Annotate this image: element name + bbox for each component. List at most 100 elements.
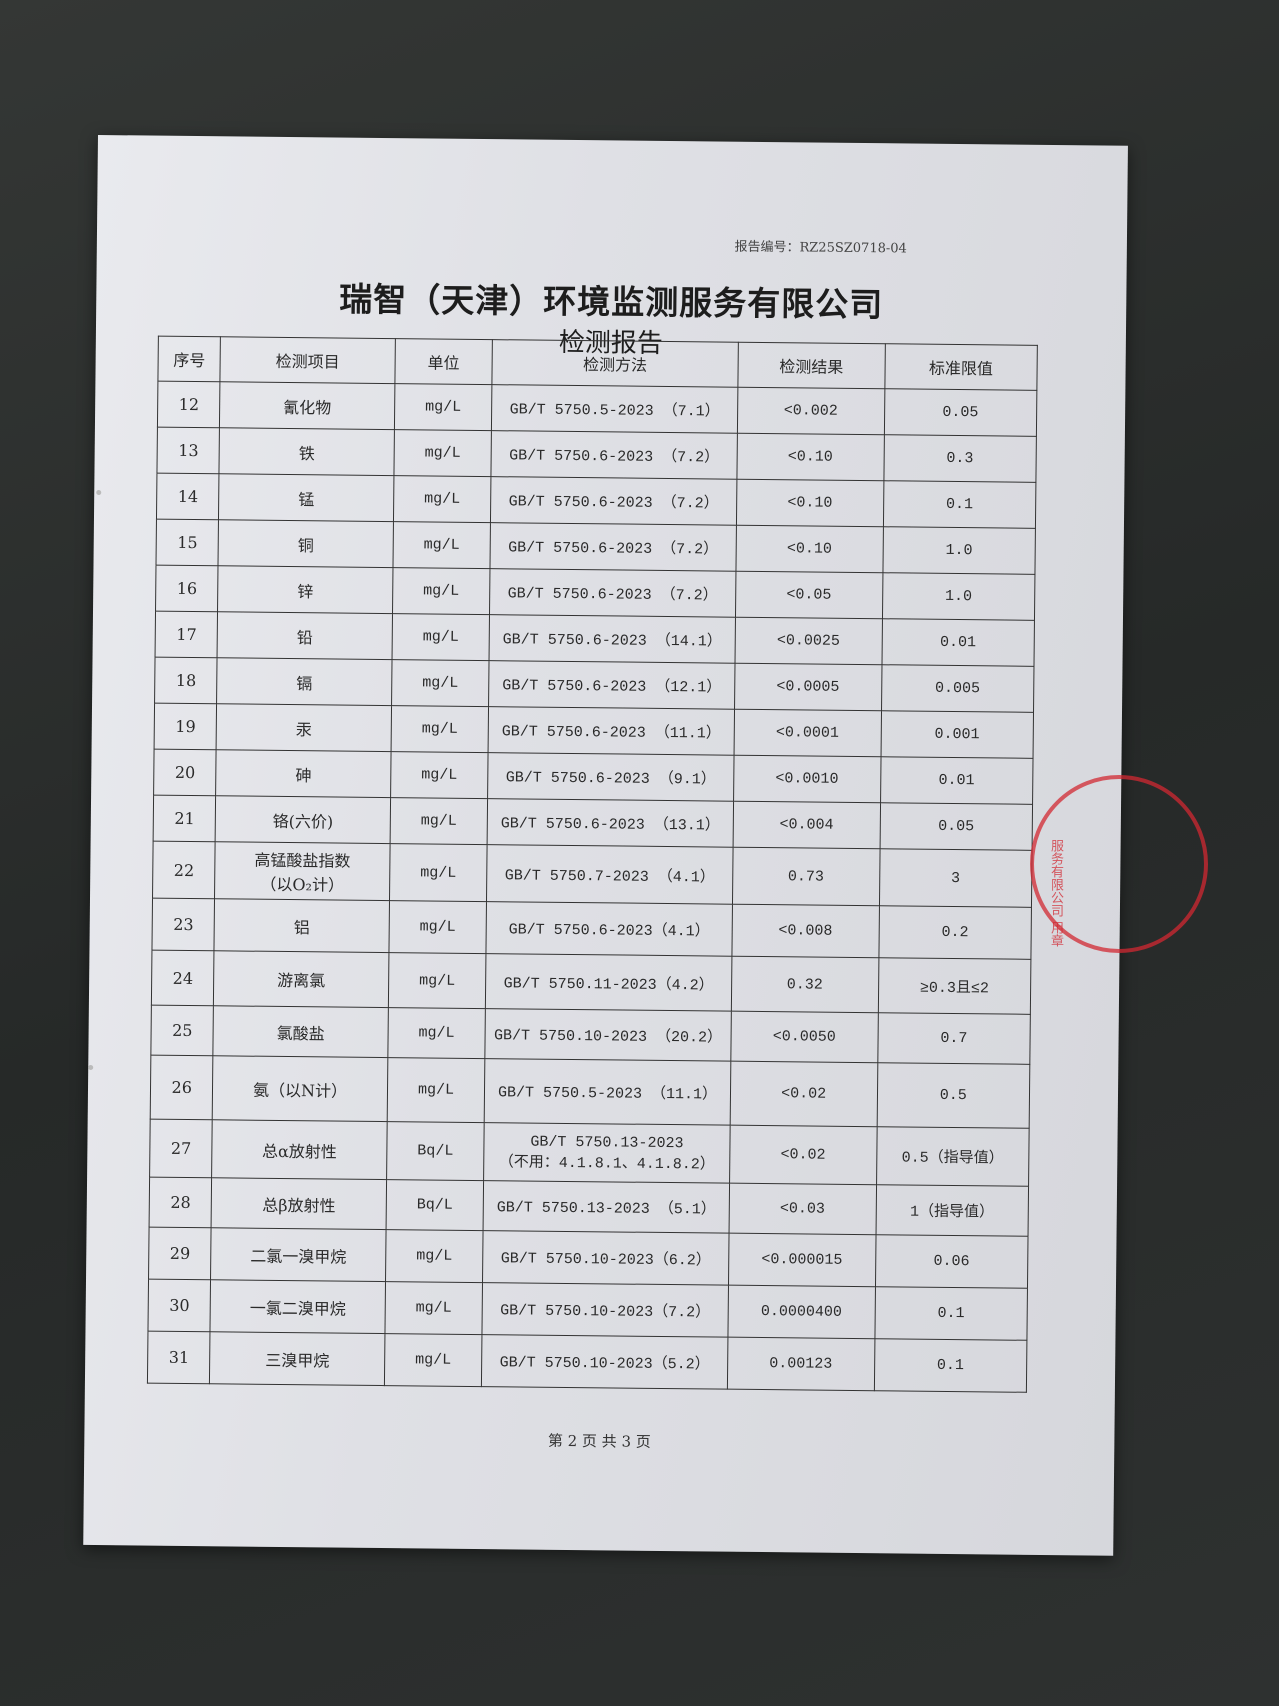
row-number-text: 13 [178,440,199,461]
method: GB/T 5750.7-2023 （4.1） [486,844,733,905]
method-text: GB/T 5750.6-2023 （11.1） [501,723,721,743]
col-no: 序号 [157,336,221,382]
unit-text: mg/L [423,582,460,600]
method-text: GB/T 5750.5-2023 （7.1） [509,401,720,421]
col-result: 检测结果 [737,342,885,389]
item-name-text: 镉 [296,673,313,693]
limit: 0.01 [881,618,1035,667]
row-number-text: 26 [171,1077,193,1098]
row-number-text: 29 [169,1243,191,1264]
row-number: 27 [149,1119,213,1178]
method-text: GB/T 5750.6-2023 （9.1） [505,769,716,789]
method: GB/T 5750.6-2023 （7.2） [489,568,736,618]
limit: 0.3 [883,434,1037,483]
row-number: 18 [154,657,218,704]
row-number: 12 [157,381,221,428]
method-text: GB/T 5750.10-2023（5.2） [499,1354,710,1374]
method: GB/T 5750.6-2023 （12.1） [488,660,735,710]
item-name-text: 汞 [295,719,312,739]
limit-text: 0.1 [945,495,974,514]
limit-text: 3 [950,869,961,887]
row-number-text: 15 [177,532,198,553]
item-name: 氯酸盐 [213,1005,389,1058]
limit: 0.001 [880,710,1034,759]
item-name: 氨（以N计） [212,1055,388,1122]
row-number: 31 [147,1331,211,1384]
result-text: <0.002 [783,402,838,420]
result: <0.0010 [733,755,881,803]
item-name-text: 三溴甲烷 [265,1350,330,1370]
punch-mark [88,1064,94,1071]
method: GB/T 5750.10-2023（6.2） [482,1230,729,1286]
unit-text: mg/L [419,918,456,936]
row-number-text: 24 [172,968,194,988]
item-name: 游离氯 [213,950,389,1008]
unit-text: mg/L [422,674,459,692]
method-text: GB/T 5750.10-2023（6.2） [500,1250,711,1270]
limit-text: 0.05 [942,403,979,422]
method: GB/T 5750.13-2023 （不用：4.1.8.1、4.1.8.2） [483,1122,730,1184]
row-number: 22 [152,841,216,899]
result: <0.10 [736,479,884,527]
unit-text: mg/L [423,536,460,554]
item-name-text: 二氯一溴甲烷 [250,1246,347,1267]
limit: 0.7 [877,1012,1031,1065]
row-number-text: 18 [175,670,197,691]
result: <0.02 [729,1125,877,1185]
row-number-text: 19 [175,716,196,737]
result-text: <0.004 [779,816,834,834]
unit-text: Bq/L [417,1142,454,1160]
col-item: 检测项目 [220,336,396,384]
row-number: 21 [153,795,217,842]
item-name: 汞 [216,703,392,752]
unit: mg/L [389,797,488,845]
table-row: 22 高锰酸盐指数 （以O₂计） mg/L GB/T 5750.7-2023 （4.1）… [152,841,1033,908]
result: 0.32 [731,956,879,1013]
method: GB/T 5750.6-2023 （7.2） [490,476,737,526]
unit: mg/L [391,659,490,707]
item-name-text: 锌 [297,581,314,601]
limit: 0.1 [883,480,1036,529]
row-number: 14 [156,473,220,520]
page-number: 第 2 页 共 3 页 [547,1431,651,1451]
table-row: 26 氨（以N计） mg/L GB/T 5750.5-2023 （11.1） <0.02… [150,1055,1030,1129]
company-seal: 服务有限公司 用章 [1030,775,1208,953]
item-name: 锌 [217,565,393,614]
row-number-text: 23 [173,914,194,935]
limit-text: 0.01 [939,633,977,652]
report-number: 报告编号：RZ25SZ0718-04 [734,239,907,257]
row-number-text: 14 [177,486,199,507]
result-text: <0.03 [779,1200,826,1218]
result: <0.02 [729,1061,878,1127]
result-text: <0.0010 [775,770,839,788]
method: GB/T 5750.6-2023 （7.2） [490,522,737,572]
unit: mg/L [384,1281,483,1335]
method: GB/T 5750.6-2023 （14.1） [489,614,736,664]
method-text: GB/T 5750.5-2023 （11.1） [497,1084,718,1104]
row-number: 20 [153,749,217,796]
method-text: GB/T 5750.7-2023 （4.1） [504,866,715,886]
col-unit: 单位 [394,338,493,385]
method-text: GB/T 5750.13-2023 （5.1） [496,1199,716,1219]
result-text: <0.000015 [761,1251,843,1269]
result-text: <0.0005 [776,678,840,696]
result: <0.000015 [728,1233,876,1287]
unit: Bq/L [386,1121,485,1181]
limit-text: 0.06 [933,1252,970,1271]
limit: 0.1 [874,1338,1027,1393]
item-name-text: 锰 [298,489,315,509]
item-name: 铬(六价) [215,795,391,844]
limit-text: 0.5（指导值） [901,1149,1004,1168]
row-number-text: 21 [174,808,195,829]
row-number-text: 31 [168,1347,190,1368]
row-number: 17 [155,611,218,658]
result-text: <0.0001 [775,724,840,742]
row-number-text: 27 [170,1138,192,1159]
method-text: GB/T 5750.6-2023 （7.2） [507,585,718,605]
unit-text: mg/L [419,971,456,990]
unit: mg/L [392,521,491,569]
limit-text: 1.0 [945,541,973,560]
unit-text: mg/L [415,1351,452,1369]
result: 0.00123 [727,1337,875,1391]
row-number-text: 20 [174,762,196,783]
